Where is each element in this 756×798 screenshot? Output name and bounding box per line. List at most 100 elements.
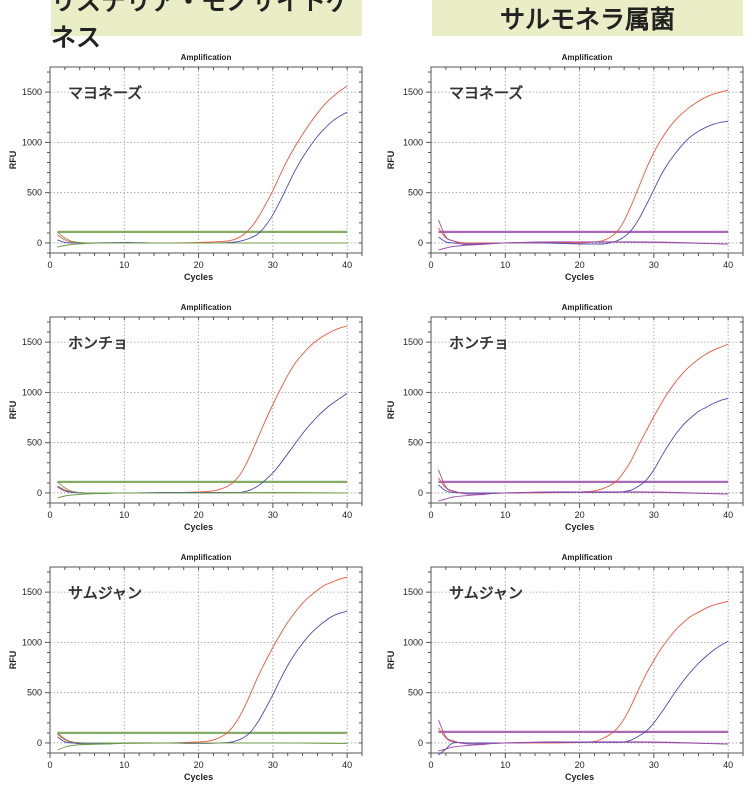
y-tick-label: 1000: [403, 137, 423, 147]
x-tick-label: 0: [428, 510, 433, 520]
y-tick-label: 500: [408, 688, 423, 698]
y-tick-label: 0: [418, 738, 423, 748]
y-axis-label: RFU: [386, 651, 396, 670]
x-tick-label: 10: [119, 760, 129, 770]
x-tick-label: 30: [268, 510, 278, 520]
y-axis-label: RFU: [386, 401, 396, 420]
sample-label: サムジャン: [68, 584, 142, 602]
x-tick-label: 40: [723, 510, 733, 520]
x-tick-label: 10: [119, 510, 129, 520]
plot-frame: [49, 566, 363, 754]
y-tick-label: 1000: [22, 637, 42, 647]
x-tick-label: 20: [575, 760, 585, 770]
x-axis-label: Cycles: [565, 272, 594, 282]
chart-salmonella-mayonnaise: Amplification 0 10 20 30 40 0 500 1000 1500 Cycles…: [386, 53, 744, 282]
y-tick-label: 1000: [22, 137, 42, 147]
x-tick-label: 0: [47, 510, 52, 520]
x-tick-label: 10: [119, 260, 129, 270]
series-line-red: [57, 85, 348, 244]
sample-label: ホンチョ: [68, 334, 128, 352]
x-axis-label: Cycles: [184, 272, 213, 282]
x-tick-label: 0: [428, 760, 433, 770]
x-tick-label: 0: [47, 760, 52, 770]
series-line-purple-low: [438, 741, 729, 752]
sample-label: マヨネーズ: [449, 84, 523, 102]
x-tick-label: 10: [500, 760, 510, 770]
chart-title: Amplification: [562, 553, 613, 562]
x-tick-label: 40: [342, 510, 352, 520]
x-tick-label: 30: [268, 260, 278, 270]
plot-frame: [49, 66, 363, 254]
x-tick-label: 10: [500, 510, 510, 520]
sample-label: マヨネーズ: [68, 84, 142, 102]
series-line-purple-low: [438, 491, 729, 502]
plot-frame: [430, 316, 744, 504]
series-line-red: [438, 89, 729, 244]
y-tick-label: 1500: [22, 87, 42, 97]
y-tick-label: 0: [418, 238, 423, 248]
y-tick-label: 0: [37, 238, 42, 248]
x-tick-label: 30: [649, 760, 659, 770]
plot-frame: [430, 566, 744, 754]
y-tick-label: 500: [408, 188, 423, 198]
x-tick-label: 20: [575, 510, 585, 520]
series-line-purple-low: [438, 241, 729, 251]
y-axis-label: RFU: [386, 151, 396, 170]
y-tick-label: 1000: [22, 387, 42, 397]
y-tick-label: 1500: [403, 87, 423, 97]
y-axis-label: RFU: [8, 401, 18, 420]
series-line-blue: [57, 111, 348, 244]
y-tick-label: 1000: [403, 387, 423, 397]
y-tick-label: 1500: [403, 337, 423, 347]
x-tick-label: 10: [500, 260, 510, 270]
y-tick-label: 1500: [22, 587, 42, 597]
chart-title: Amplification: [562, 53, 613, 62]
y-tick-label: 1500: [403, 587, 423, 597]
chart-listeria-samjang: Amplification 0 10 20 30 40 0 500 1000 1500 Cycles…: [8, 553, 363, 782]
x-tick-label: 30: [649, 260, 659, 270]
x-axis-label: Cycles: [184, 522, 213, 532]
sample-label: サムジャン: [449, 584, 523, 602]
y-tick-label: 500: [27, 688, 42, 698]
x-axis-label: Cycles: [565, 772, 594, 782]
y-tick-label: 1000: [403, 637, 423, 647]
x-axis-label: Cycles: [565, 522, 594, 532]
x-tick-label: 20: [194, 760, 204, 770]
y-axis-label: RFU: [8, 151, 18, 170]
series-line-red: [438, 343, 729, 494]
sample-label: ホンチョ: [449, 334, 509, 352]
chart-title: Amplification: [562, 303, 613, 312]
x-tick-label: 0: [428, 260, 433, 270]
series-line-blue: [57, 610, 348, 745]
x-tick-label: 40: [723, 760, 733, 770]
series-line-blue: [438, 120, 729, 245]
x-tick-label: 20: [194, 510, 204, 520]
x-tick-label: 30: [649, 510, 659, 520]
x-tick-label: 0: [47, 260, 52, 270]
header-salmonella: サルモネラ属菌: [432, 0, 743, 36]
x-axis-label: Cycles: [184, 772, 213, 782]
y-tick-label: 0: [37, 738, 42, 748]
y-tick-label: 500: [27, 438, 42, 448]
y-tick-label: 0: [37, 488, 42, 498]
plot-frame: [49, 316, 363, 504]
x-tick-label: 40: [342, 760, 352, 770]
series-line-green-low: [57, 492, 348, 499]
plot-frame: [430, 66, 744, 254]
series-line-green-low: [57, 742, 348, 751]
chart-salmonella-samjang: Amplification 0 10 20 30 40 0 500 1000 1500 Cycles…: [386, 553, 744, 782]
chart-title: Amplification: [181, 303, 232, 312]
y-axis-label: RFU: [8, 651, 18, 670]
x-tick-label: 30: [268, 760, 278, 770]
y-tick-label: 500: [408, 438, 423, 448]
chart-salmonella-honcho: Amplification 0 10 20 30 40 0 500 1000 1500 Cycles…: [386, 303, 744, 532]
y-tick-label: 0: [418, 488, 423, 498]
header-listeria: リステリア・モノサイトゲネス: [51, 0, 362, 52]
x-tick-label: 40: [342, 260, 352, 270]
x-tick-label: 20: [575, 260, 585, 270]
y-tick-label: 1500: [22, 337, 42, 347]
series-line-blue: [438, 397, 729, 494]
chart-listeria-mayonnaise: Amplification 0 10 20 30 40 0 500 1000 1500 Cycles…: [8, 53, 363, 282]
chart-listeria-honcho: Amplification 0 10 20 30 40 0 500 1000 1500 Cycles…: [8, 303, 363, 532]
series-line-blue: [57, 393, 348, 494]
